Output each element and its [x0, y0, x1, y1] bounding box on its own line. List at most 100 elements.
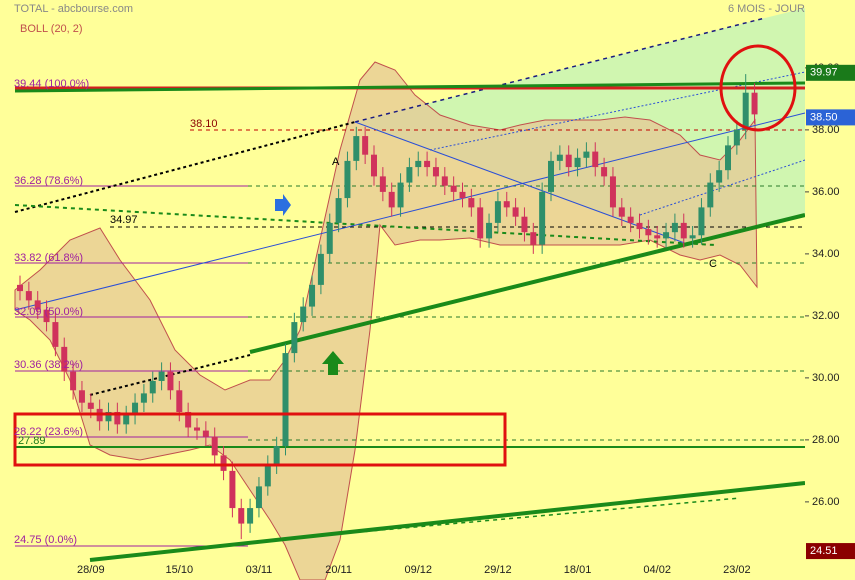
- y-tick-label: 36.00: [812, 186, 840, 198]
- candle-body: [548, 160, 554, 192]
- price-label: 24.51: [810, 545, 838, 557]
- x-tick-label: 23/02: [723, 564, 751, 576]
- candle-body: [194, 427, 200, 431]
- y-tick-label: 30.00: [812, 372, 840, 384]
- candle-body: [176, 390, 183, 412]
- candle-body: [521, 216, 528, 233]
- candle-body: [353, 136, 360, 161]
- y-tick-label: 38.00: [812, 124, 840, 136]
- candle-body: [441, 176, 448, 186]
- indicator: BOLL (20, 2): [20, 23, 83, 35]
- candle-body: [140, 393, 147, 403]
- candle-body: [167, 371, 174, 391]
- candle-body: [255, 486, 262, 509]
- trend-line: [249, 213, 806, 354]
- annotation: C: [709, 258, 717, 270]
- candle-body: [477, 207, 484, 239]
- candle-body: [52, 322, 59, 347]
- candle-body: [247, 508, 254, 524]
- candle-body: [468, 198, 475, 208]
- candle-body: [238, 508, 245, 524]
- candle-body: [680, 222, 687, 239]
- candle-body: [397, 182, 404, 208]
- trend-line: [89, 481, 806, 562]
- x-tick-label: 03/11: [246, 564, 273, 576]
- candle-body: [264, 464, 271, 487]
- level-lines: [14, 17, 806, 541]
- candle-body: [503, 201, 510, 208]
- candle-body: [229, 470, 236, 509]
- candle-body: [273, 446, 280, 465]
- candle-body: [645, 229, 652, 236]
- candle-body: [34, 300, 41, 310]
- candle-body: [424, 160, 431, 168]
- annotation: 28.22 (23.6%): [14, 426, 83, 438]
- candle-body: [379, 176, 386, 192]
- candle-body: [220, 455, 227, 471]
- x-tick-label: 09/12: [404, 564, 432, 576]
- candle-body: [123, 415, 130, 425]
- candle-body: [326, 222, 333, 254]
- annotation: 34.97: [110, 214, 138, 226]
- y-tick-label: 32.00: [812, 310, 840, 322]
- candle-body: [663, 232, 670, 239]
- candle-body: [317, 253, 324, 285]
- annotation: 27.89: [18, 435, 46, 447]
- candle-body: [362, 136, 369, 155]
- candle-body: [627, 216, 634, 223]
- annotation: 32.09 (50.0%): [14, 306, 83, 318]
- y-tick-label: 34.00: [812, 248, 840, 260]
- arrow-up: [322, 351, 344, 375]
- price-label-box: [806, 64, 855, 81]
- candle-body: [654, 235, 661, 239]
- annotation: 33.82 (61.8%): [14, 252, 83, 264]
- candle-body: [335, 198, 342, 223]
- axis-area: [805, 0, 855, 580]
- annotation: 39.44 (100.0%): [14, 78, 89, 90]
- candle-body: [671, 222, 678, 233]
- candle-body: [78, 390, 85, 403]
- period: 6 MOIS - JOUR: [728, 3, 805, 15]
- candles: [17, 74, 758, 540]
- candle-body: [158, 371, 165, 381]
- trend-line: [14, 112, 806, 311]
- candle-body: [512, 207, 519, 217]
- candle-body: [494, 201, 501, 223]
- candle-body: [202, 430, 209, 437]
- x-tick-label: 04/02: [643, 564, 671, 576]
- arrow-right: [275, 194, 291, 216]
- trend-line: [354, 121, 691, 246]
- candle-body: [415, 160, 422, 168]
- candle-body: [583, 151, 590, 158]
- candle-body: [459, 191, 466, 199]
- annotation: 30.36 (38.2%): [14, 359, 83, 371]
- candle-body: [282, 353, 289, 447]
- candle-body: [211, 436, 218, 456]
- candle-body: [636, 222, 643, 230]
- candle-body: [61, 346, 68, 372]
- candle-body: [725, 145, 731, 171]
- candle-body: [300, 306, 307, 323]
- candle-body: [309, 284, 316, 307]
- candle-body: [185, 411, 192, 428]
- candle-body: [132, 402, 139, 416]
- candle-body: [344, 160, 351, 199]
- candle-body: [698, 207, 705, 236]
- x-tick-label: 28/09: [77, 564, 105, 576]
- y-tick-label: 26.00: [812, 496, 840, 508]
- x-tick-label: 20/11: [325, 564, 352, 576]
- candle-body: [689, 235, 696, 239]
- candle-body: [70, 371, 77, 391]
- price-label: 38.50: [810, 111, 838, 123]
- candle-body: [530, 232, 537, 245]
- candle-body: [406, 167, 413, 183]
- annotation: A: [332, 156, 340, 168]
- candle-body: [17, 284, 23, 292]
- candle-body: [25, 291, 32, 301]
- candle-body: [565, 154, 572, 168]
- candle-body: [751, 92, 758, 115]
- candle-body: [450, 185, 457, 192]
- candle-body: [574, 157, 581, 168]
- highlight-circle: [719, 44, 797, 132]
